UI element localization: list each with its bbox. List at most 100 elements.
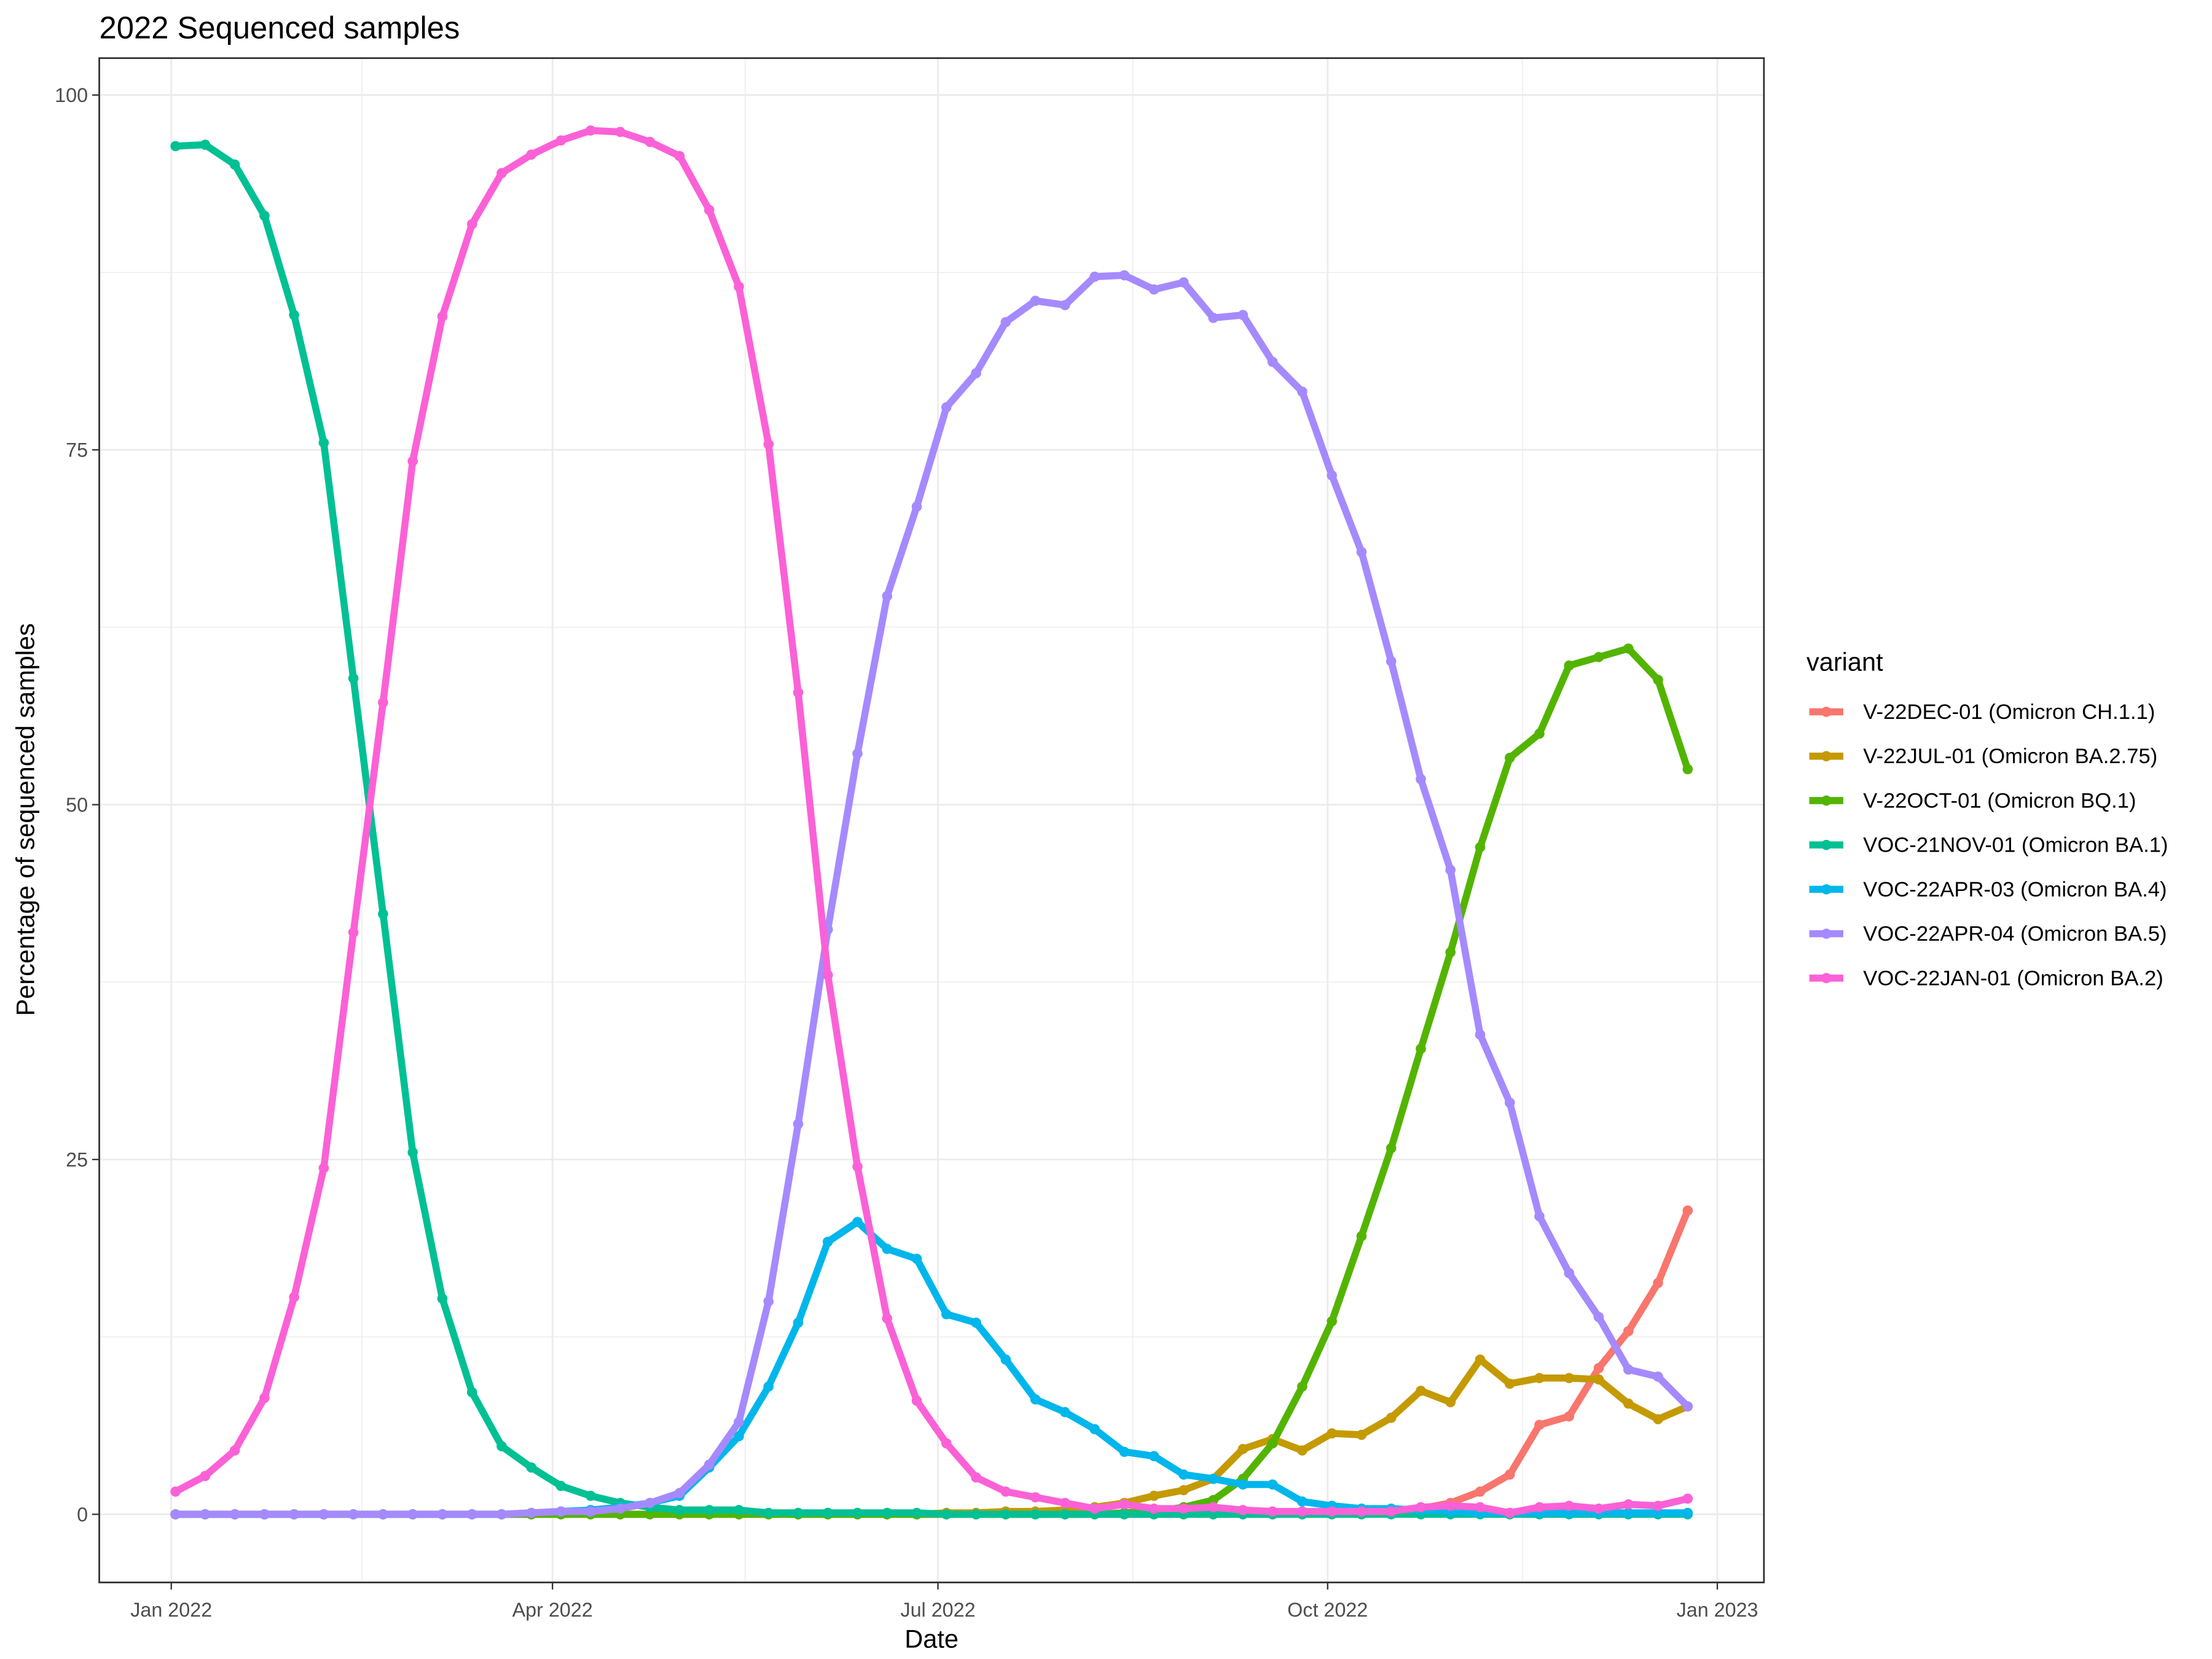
- point: [348, 1509, 359, 1520]
- point: [1386, 1413, 1397, 1423]
- point: [1682, 1507, 1693, 1518]
- point: [1416, 1043, 1426, 1054]
- point: [1237, 1479, 1249, 1490]
- point: [1504, 1469, 1515, 1480]
- legend-label: VOC-22APR-04 (Omicron BA.5): [1863, 922, 2167, 946]
- point: [734, 1431, 744, 1441]
- point: [170, 1486, 181, 1497]
- y-tick-label: 100: [55, 84, 88, 106]
- point: [1059, 1509, 1070, 1520]
- point: [1593, 652, 1604, 662]
- point: [1089, 272, 1100, 282]
- point: [1059, 300, 1070, 310]
- point: [1179, 277, 1189, 288]
- point: [734, 1505, 744, 1515]
- point: [1267, 1438, 1278, 1449]
- point: [1475, 1486, 1486, 1497]
- point: [674, 1505, 685, 1515]
- point: [1356, 547, 1367, 557]
- point: [1000, 1509, 1011, 1520]
- point: [1356, 1506, 1367, 1517]
- point: [1297, 1381, 1308, 1392]
- point: [407, 1509, 418, 1520]
- point: [615, 1503, 626, 1514]
- point: [466, 219, 477, 230]
- series: [170, 125, 1693, 1518]
- point: [200, 139, 211, 150]
- point: [1267, 356, 1278, 367]
- point: [466, 1387, 477, 1398]
- point: [645, 136, 656, 147]
- chart-title: 2022 Sequenced samples: [100, 10, 460, 45]
- point: [941, 402, 952, 413]
- legend-key-point: [1821, 707, 1832, 717]
- legend-label: VOC-21NOV-01 (Omicron BA.1): [1863, 834, 2168, 857]
- point: [585, 1491, 596, 1501]
- point: [1000, 316, 1011, 327]
- point: [1564, 1500, 1574, 1511]
- point: [1504, 1097, 1515, 1108]
- point: [1208, 1495, 1218, 1505]
- point: [793, 1317, 804, 1328]
- point: [1297, 1445, 1308, 1456]
- point: [437, 1509, 448, 1520]
- y-tick-label: 50: [66, 794, 88, 816]
- legend-key-point: [1821, 928, 1832, 939]
- point: [200, 1470, 211, 1481]
- point: [348, 927, 359, 938]
- y-tick-label: 0: [77, 1504, 88, 1526]
- point: [1416, 1386, 1426, 1396]
- point: [882, 1313, 893, 1324]
- point: [645, 1497, 656, 1508]
- point: [1000, 1486, 1011, 1497]
- point: [1504, 1507, 1515, 1518]
- point: [1237, 1505, 1249, 1515]
- point: [763, 1381, 774, 1392]
- y-tick-label: 75: [66, 439, 88, 461]
- point: [971, 1472, 981, 1483]
- point: [555, 1506, 567, 1517]
- point: [259, 210, 270, 221]
- point: [1059, 1497, 1070, 1508]
- point: [555, 135, 567, 146]
- point: [1148, 1451, 1159, 1462]
- point: [911, 1507, 922, 1518]
- point: [852, 748, 863, 759]
- point: [763, 1507, 774, 1518]
- point: [555, 1481, 567, 1491]
- point: [1534, 1373, 1545, 1384]
- point: [1534, 728, 1545, 739]
- point: [1445, 1397, 1456, 1408]
- point: [348, 673, 359, 684]
- point: [1179, 1484, 1189, 1496]
- point: [496, 1441, 507, 1451]
- point: [911, 1253, 922, 1265]
- point: [1445, 1500, 1456, 1511]
- point: [1030, 296, 1041, 306]
- point: [674, 1488, 685, 1499]
- point: [496, 1509, 507, 1520]
- point: [1119, 1509, 1130, 1520]
- point: [1208, 1502, 1218, 1513]
- point: [882, 1244, 893, 1254]
- point: [1653, 1500, 1663, 1511]
- point: [911, 1395, 922, 1406]
- series: [170, 270, 1693, 1520]
- legend-key-point: [1821, 839, 1832, 850]
- point: [1416, 1502, 1426, 1513]
- point: [378, 697, 388, 708]
- legend-label: VOC-22APR-03 (Omicron BA.4): [1863, 878, 2167, 901]
- point: [1356, 1231, 1367, 1242]
- point: [526, 1462, 537, 1473]
- point: [1386, 1143, 1397, 1153]
- point: [1148, 1503, 1159, 1514]
- point: [1534, 1502, 1545, 1513]
- point: [1327, 1506, 1337, 1517]
- legend-key-point: [1821, 973, 1832, 984]
- point: [1593, 1363, 1604, 1373]
- point: [763, 439, 774, 450]
- x-axis-title: Date: [904, 1625, 959, 1653]
- point: [1059, 1406, 1070, 1418]
